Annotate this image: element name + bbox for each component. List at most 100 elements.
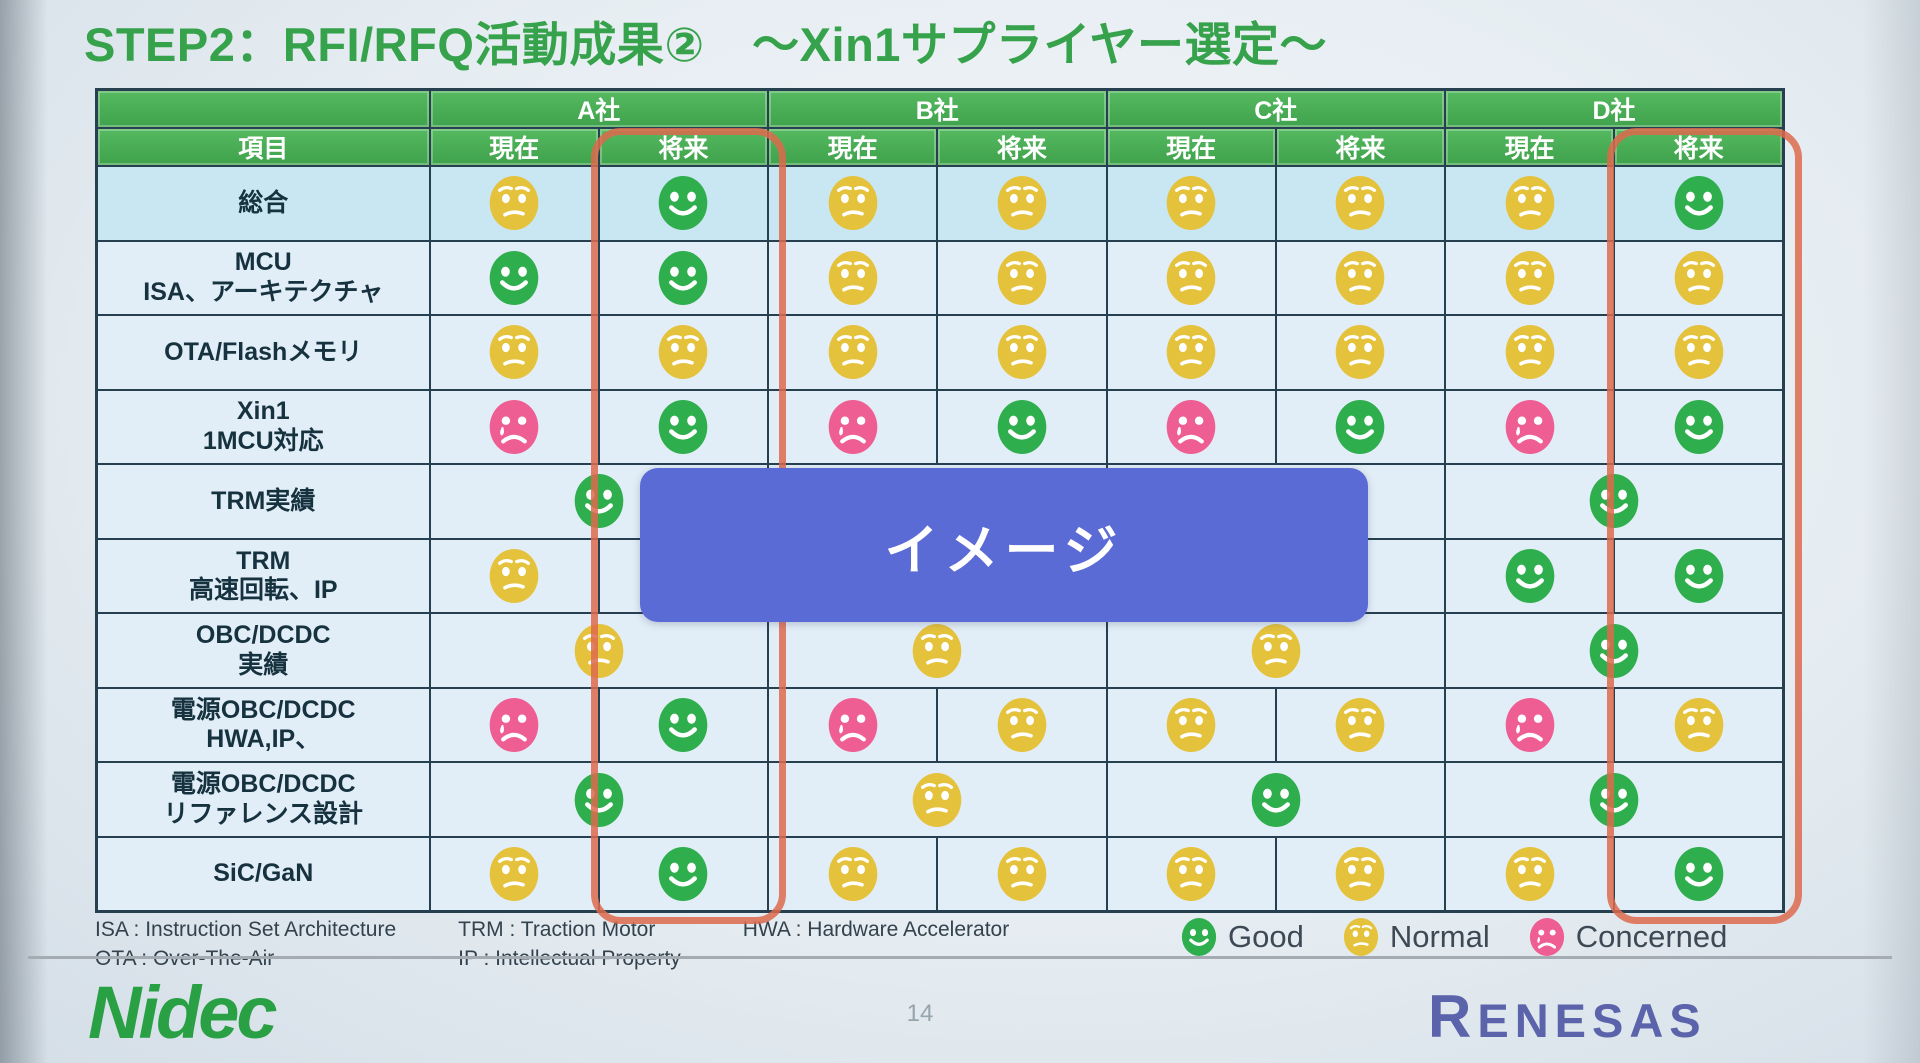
- table-row: OTA/Flashメモリ: [95, 314, 1785, 391]
- table-cell: [936, 835, 1108, 913]
- table-cell: [428, 612, 769, 689]
- item-header-cell: 項目: [95, 127, 431, 167]
- abbreviation-notes: ISA : Instruction Set ArchitectureOTA : …: [95, 916, 1071, 974]
- face-normal-icon: [489, 846, 539, 901]
- legend-label: Concerned: [1575, 919, 1728, 954]
- table-cell: [1613, 239, 1785, 317]
- row-label: Xin1 1MCU対応: [95, 388, 431, 466]
- table-cell: [1105, 686, 1277, 764]
- table-cell: [1613, 686, 1785, 764]
- face-normal-icon: [828, 250, 877, 305]
- face-good-icon: [489, 250, 539, 305]
- table-cell: [936, 388, 1108, 466]
- legend-item: Concerned: [1528, 916, 1728, 958]
- legend-item: Good: [1180, 916, 1304, 958]
- face-normal-icon: [1674, 325, 1723, 380]
- table-row: SiC/GaN: [95, 835, 1785, 913]
- face-good-icon: [574, 772, 624, 827]
- table-cell: [1613, 314, 1785, 391]
- period-header: 現在: [766, 127, 939, 167]
- table-cell: [597, 239, 770, 317]
- table-cell: [1443, 686, 1616, 764]
- face-normal-icon: [489, 176, 539, 231]
- legend-label: Good: [1228, 919, 1304, 954]
- supplier-eval-table: A社 B社 C社 D社 項目 現在 将来 現在 将来 現在 将来 現在 将来 総合 MCU ISA、アーキ…: [95, 88, 1785, 913]
- period-header: 現在: [428, 127, 600, 167]
- face-normal-icon: [1336, 846, 1385, 901]
- notes-column: HWA : Hardware Accelerator: [743, 916, 1009, 974]
- table-row: Xin1 1MCU対応: [95, 388, 1785, 466]
- table-cell: [597, 165, 770, 242]
- face-good-icon: [997, 399, 1047, 454]
- table-cell: [1105, 239, 1277, 317]
- table-cell: [766, 314, 939, 391]
- face-normal-icon: [1505, 176, 1554, 231]
- table-cell: [428, 835, 600, 913]
- face-good-icon: [1589, 772, 1639, 827]
- company-header: B社: [767, 88, 1108, 129]
- face-normal-icon: [912, 623, 962, 678]
- face-good-icon: [1505, 549, 1554, 603]
- table-row: MCU ISA、アーキテクチャ: [95, 239, 1785, 317]
- face-normal-icon: [489, 549, 539, 603]
- face-good-icon: [1674, 176, 1723, 231]
- legend-label: Normal: [1389, 919, 1490, 954]
- face-normal-icon: [1166, 698, 1216, 753]
- table-cell: [1105, 165, 1277, 242]
- table-cell: [767, 761, 1108, 838]
- face-normal-icon: [1166, 846, 1216, 901]
- table-cell: [597, 388, 770, 466]
- face-normal-icon: [1336, 325, 1385, 380]
- face-concerned-icon: [489, 399, 539, 454]
- face-normal-icon: [1166, 176, 1216, 231]
- company-header: D社: [1444, 88, 1785, 129]
- table-cell: [766, 835, 939, 913]
- table-cell: [1613, 388, 1785, 466]
- row-label: TRM実績: [95, 463, 431, 540]
- table-cell: [1274, 165, 1447, 242]
- row-label: 総合: [95, 165, 431, 242]
- slide-title: STEP2：RFI/RFQ活動成果② ～Xin1サプライヤー選定～: [84, 18, 1328, 71]
- face-normal-icon: [1166, 325, 1216, 380]
- table-cell: [766, 165, 939, 242]
- table-cell: [597, 835, 770, 913]
- table-cell: [936, 314, 1108, 391]
- row-label: OBC/DCDC 実績: [95, 612, 431, 689]
- face-good-icon: [659, 698, 708, 753]
- period-header: 将来: [1613, 127, 1785, 167]
- face-normal-icon: [1674, 698, 1723, 753]
- table-cell: [1444, 761, 1785, 838]
- note-line: IP : Intellectual Property: [458, 945, 681, 974]
- table-row: 総合: [95, 165, 1785, 242]
- face-good-icon: [1589, 623, 1639, 678]
- face-good-icon: [1251, 772, 1301, 827]
- table-cell: [428, 686, 600, 764]
- face-normal-icon: [912, 772, 962, 827]
- note-line: HWA : Hardware Accelerator: [742, 918, 1010, 941]
- period-header: 将来: [597, 127, 770, 167]
- face-normal-icon: [997, 325, 1047, 380]
- face-good-icon: [1674, 549, 1723, 603]
- table-cell: [1274, 686, 1447, 764]
- note-line: TRM : Traction Motor: [458, 918, 656, 941]
- face-normal-icon: [1505, 250, 1554, 305]
- face-good-icon: [659, 250, 708, 305]
- note-line: ISA : Instruction Set Architecture: [95, 918, 397, 941]
- face-concerned-icon: [1166, 399, 1216, 454]
- supplier-eval-table-wrap: A社 B社 C社 D社 項目 現在 将来 現在 将来 現在 将来 現在 将来 総合 MCU ISA、アーキ…: [95, 88, 1785, 913]
- face-good-icon: [659, 846, 708, 901]
- face-normal-icon: [1505, 325, 1554, 380]
- face-normal-icon: [1336, 250, 1385, 305]
- face-normal-icon: [997, 846, 1047, 901]
- face-normal-icon: [489, 325, 539, 380]
- period-header: 将来: [936, 127, 1108, 167]
- table-cell: [1274, 239, 1447, 317]
- table-cell: [1613, 835, 1785, 913]
- table-cell: [1613, 537, 1785, 615]
- table-cell: [428, 761, 769, 838]
- period-header: 将来: [1274, 127, 1447, 167]
- renesas-logo: RENESAS: [1428, 983, 1707, 1050]
- notes-column: ISA : Instruction Set ArchitectureOTA : …: [95, 916, 396, 974]
- face-good-icon: [1674, 399, 1723, 454]
